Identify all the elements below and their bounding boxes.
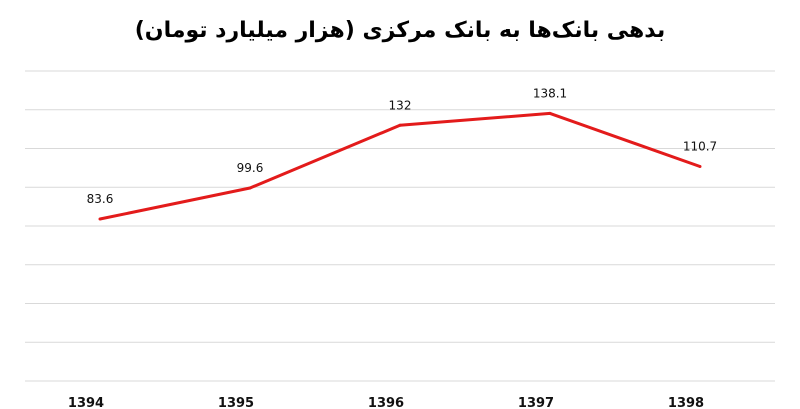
x-tick-label: 1394 <box>68 396 104 409</box>
x-tick-label: 1395 <box>218 396 254 409</box>
x-tick-label: 1396 <box>368 396 404 409</box>
data-point <box>548 111 552 115</box>
data-point <box>698 165 702 169</box>
data-label: 99.6 <box>237 161 264 175</box>
data-point <box>398 123 402 127</box>
chart-title: بدهی بانک‌ها به بانک مرکزی (هزار میلیارد… <box>134 18 666 43</box>
series-line <box>99 111 701 221</box>
data-label: 110.7 <box>683 140 717 154</box>
x-tick-label: 1397 <box>518 396 554 409</box>
gridlines <box>25 70 775 382</box>
data-label: 132 <box>389 98 412 112</box>
data-label: 83.6 <box>87 192 114 206</box>
data-point <box>248 186 252 190</box>
x-tick-label: 1398 <box>668 396 704 409</box>
series-line-layer <box>98 111 702 221</box>
data-point <box>98 217 102 221</box>
data-label-layer: 83.6 99.6 132 138.1 110.7 <box>87 86 718 206</box>
x-axis-ticks: 1394 1395 1396 1397 1398 <box>68 396 704 409</box>
data-label: 138.1 <box>533 86 567 100</box>
